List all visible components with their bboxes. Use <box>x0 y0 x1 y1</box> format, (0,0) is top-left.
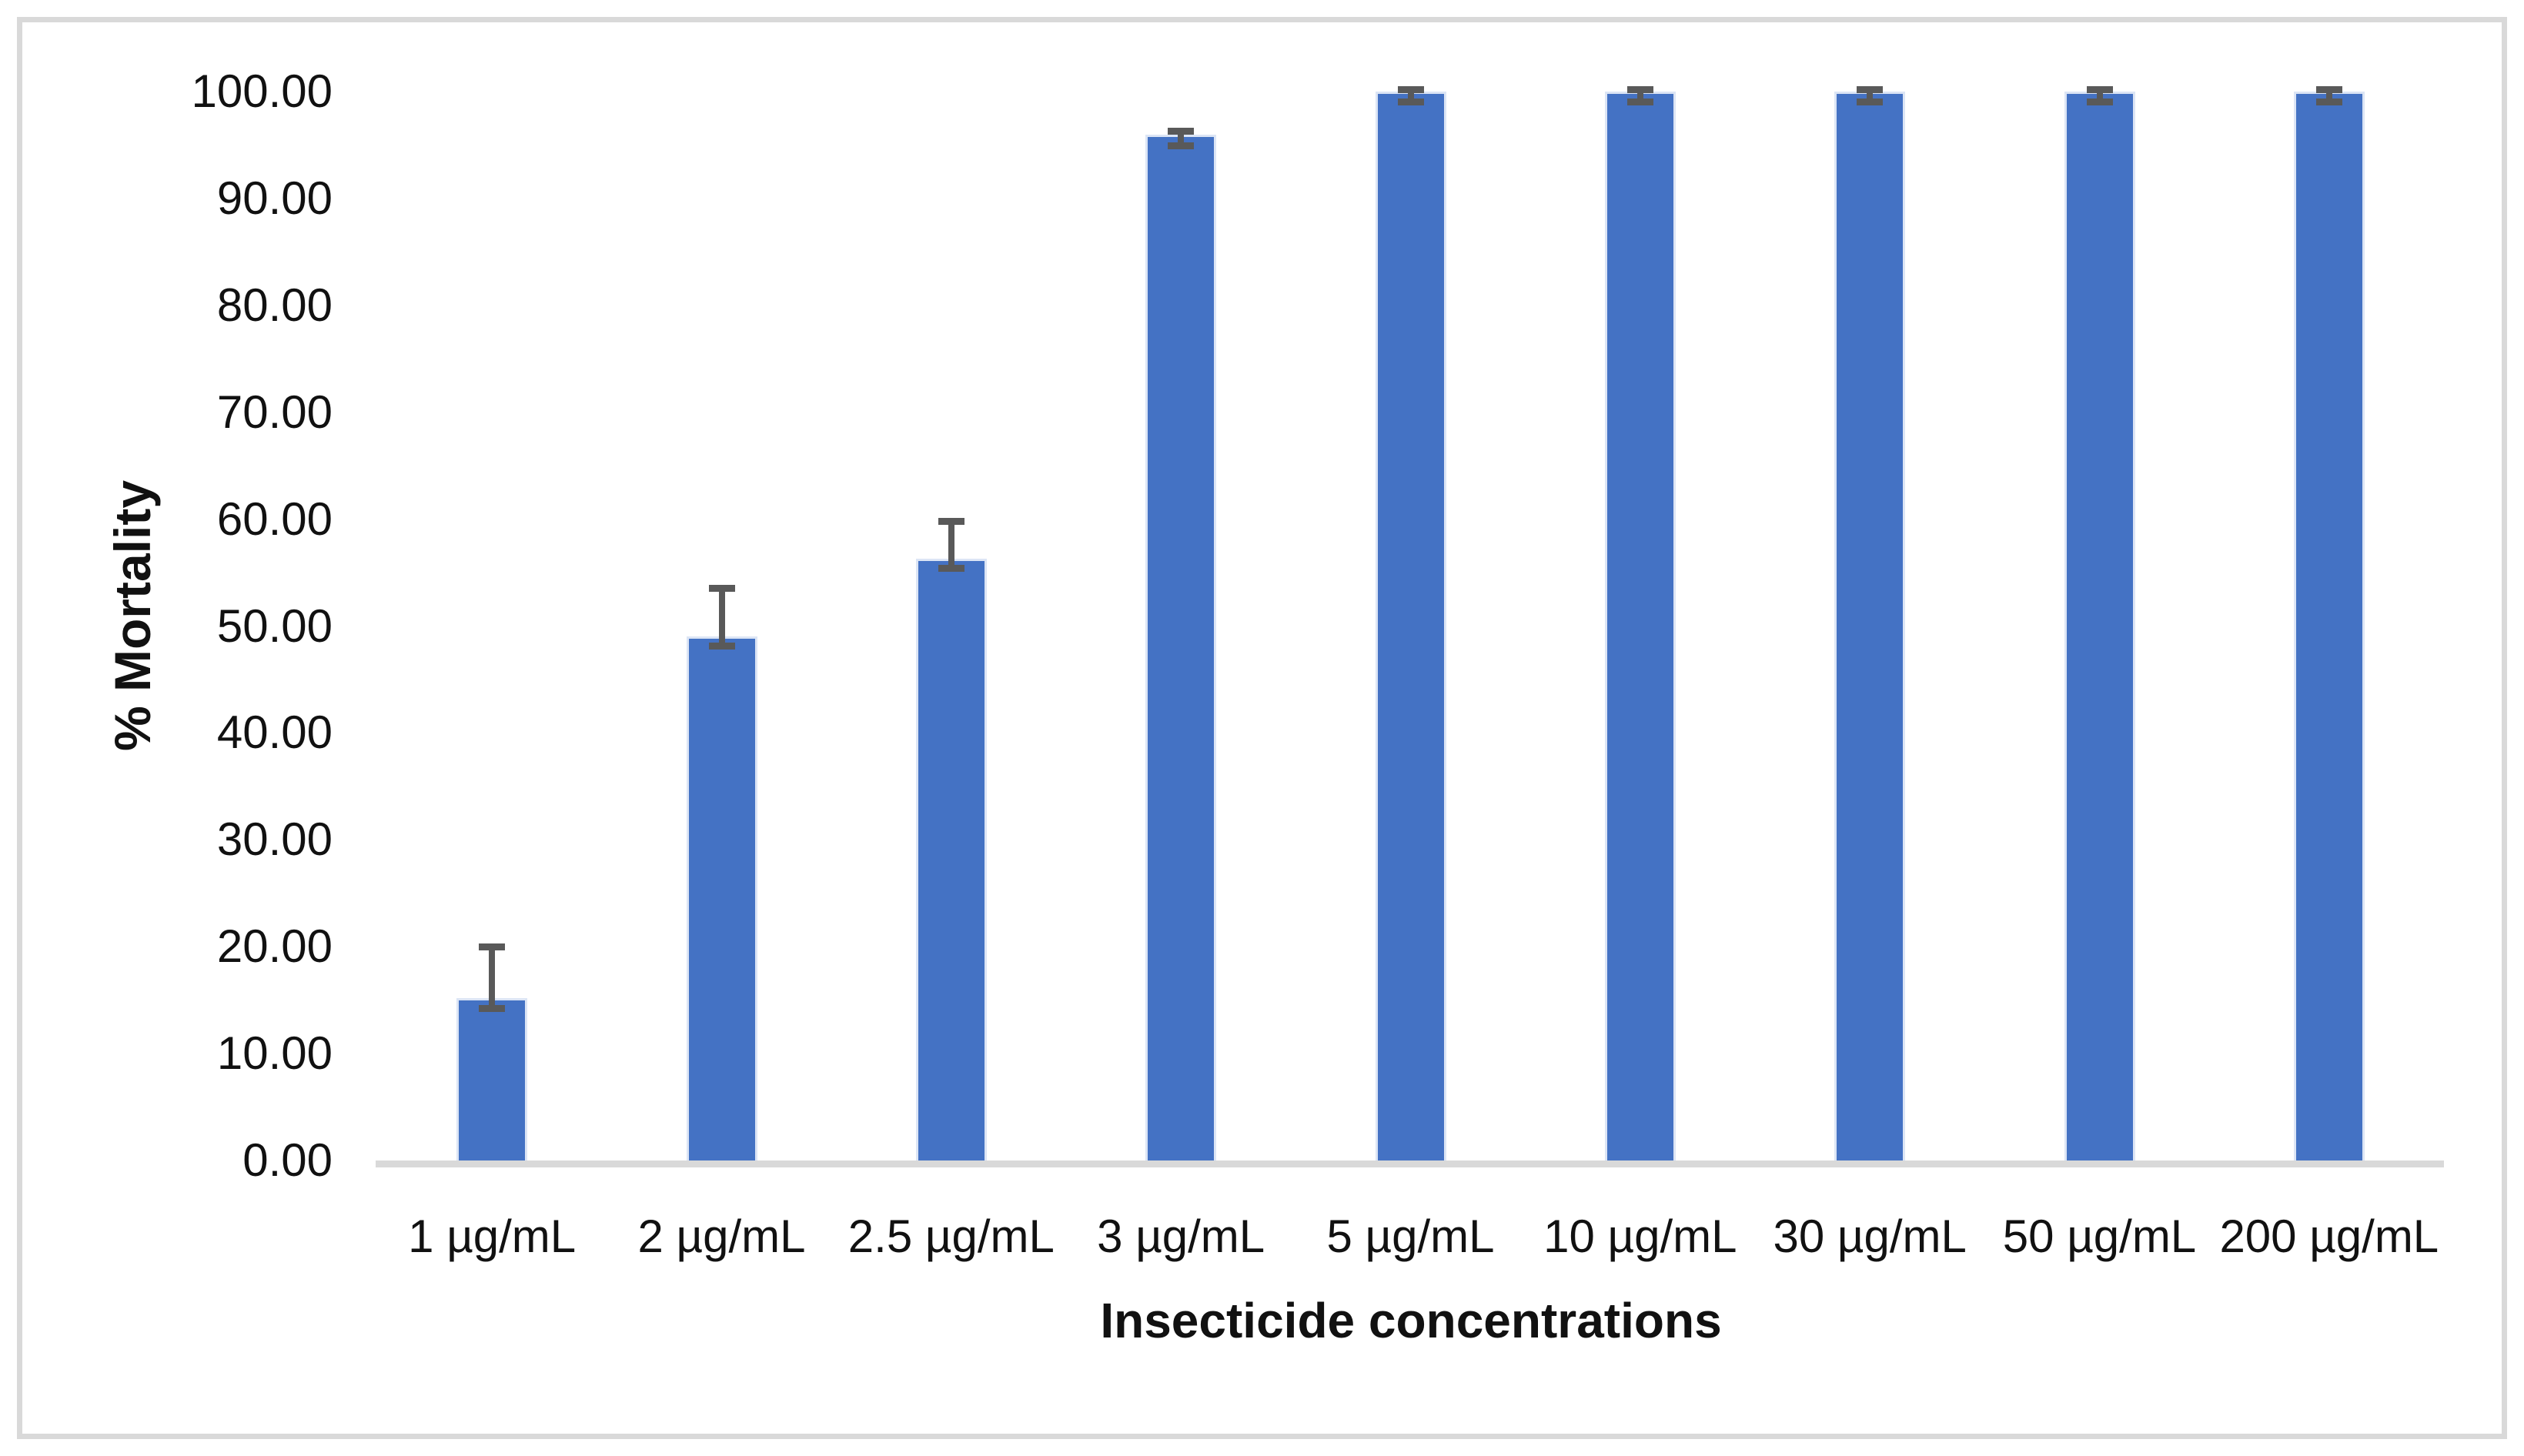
bar <box>2293 92 2365 1160</box>
bar <box>1834 92 1906 1160</box>
error-bar-top-cap <box>2315 85 2342 93</box>
error-bar-line <box>1867 89 1874 102</box>
error-bar-top-cap <box>938 517 964 525</box>
error-bar-top-cap <box>708 585 735 593</box>
error-bar-line <box>718 588 725 646</box>
error-bar-bottom-cap <box>1168 142 1195 150</box>
y-tick-label: 80.00 <box>216 279 333 331</box>
x-axis-title: Insecticide concentrations <box>1100 1293 1722 1348</box>
y-tick-label: 100.00 <box>191 65 333 117</box>
x-category-label: 3 µg/mL <box>1097 1211 1265 1262</box>
x-category-label: 5 µg/mL <box>1326 1211 1495 1262</box>
x-category-label: 2.5 µg/mL <box>847 1211 1055 1262</box>
y-tick-label: 20.00 <box>216 920 333 973</box>
y-tick-label: 10.00 <box>216 1027 333 1080</box>
error-bar-line <box>1636 89 1643 102</box>
error-bar-bottom-cap <box>2315 99 2342 106</box>
error-bar-top-cap <box>2086 85 2113 93</box>
error-bar-line <box>948 521 954 569</box>
x-category-label: 1 µg/mL <box>408 1211 577 1262</box>
bar <box>686 636 757 1160</box>
error-bar-bottom-cap <box>708 643 735 650</box>
y-tick-label: 0.00 <box>242 1134 333 1186</box>
error-bar-bottom-cap <box>1626 99 1653 106</box>
error-bar-line <box>489 947 496 1009</box>
error-bar-top-cap <box>1857 85 1884 93</box>
y-tick-label: 60.00 <box>216 493 333 545</box>
y-tick-label: 90.00 <box>216 172 333 224</box>
error-bar-bottom-cap <box>2086 99 2113 106</box>
error-bar-bottom-cap <box>1397 99 1424 106</box>
error-bar-top-cap <box>1397 85 1424 93</box>
x-category-label: 10 µg/mL <box>1543 1211 1737 1262</box>
x-category-label: 50 µg/mL <box>2002 1211 2197 1262</box>
error-bar-line <box>1178 131 1185 146</box>
x-axis-line <box>376 1160 2444 1167</box>
y-tick-label: 40.00 <box>216 706 333 759</box>
error-bar-bottom-cap <box>479 1005 506 1013</box>
x-category-label: 30 µg/mL <box>1773 1211 1967 1262</box>
x-category-label: 200 µg/mL <box>2219 1211 2439 1262</box>
bar <box>915 558 987 1160</box>
bar <box>1145 134 1217 1160</box>
y-tick-label: 70.00 <box>216 386 333 438</box>
error-bar-top-cap <box>1168 127 1195 135</box>
error-bar-top-cap <box>1626 85 1653 93</box>
bar <box>2064 92 2135 1160</box>
bar <box>1375 92 1446 1160</box>
x-category-label: 2 µg/mL <box>637 1211 806 1262</box>
bar <box>456 997 528 1160</box>
error-bar-bottom-cap <box>938 564 964 572</box>
error-bar-bottom-cap <box>1857 99 1884 106</box>
bar <box>1604 92 1676 1160</box>
error-bar-line <box>2325 89 2332 102</box>
error-bar-top-cap <box>479 943 506 950</box>
error-bar-line <box>1407 89 1414 102</box>
y-tick-label: 50.00 <box>216 599 333 652</box>
y-tick-label: 30.00 <box>216 813 333 866</box>
error-bar-line <box>2096 89 2103 102</box>
